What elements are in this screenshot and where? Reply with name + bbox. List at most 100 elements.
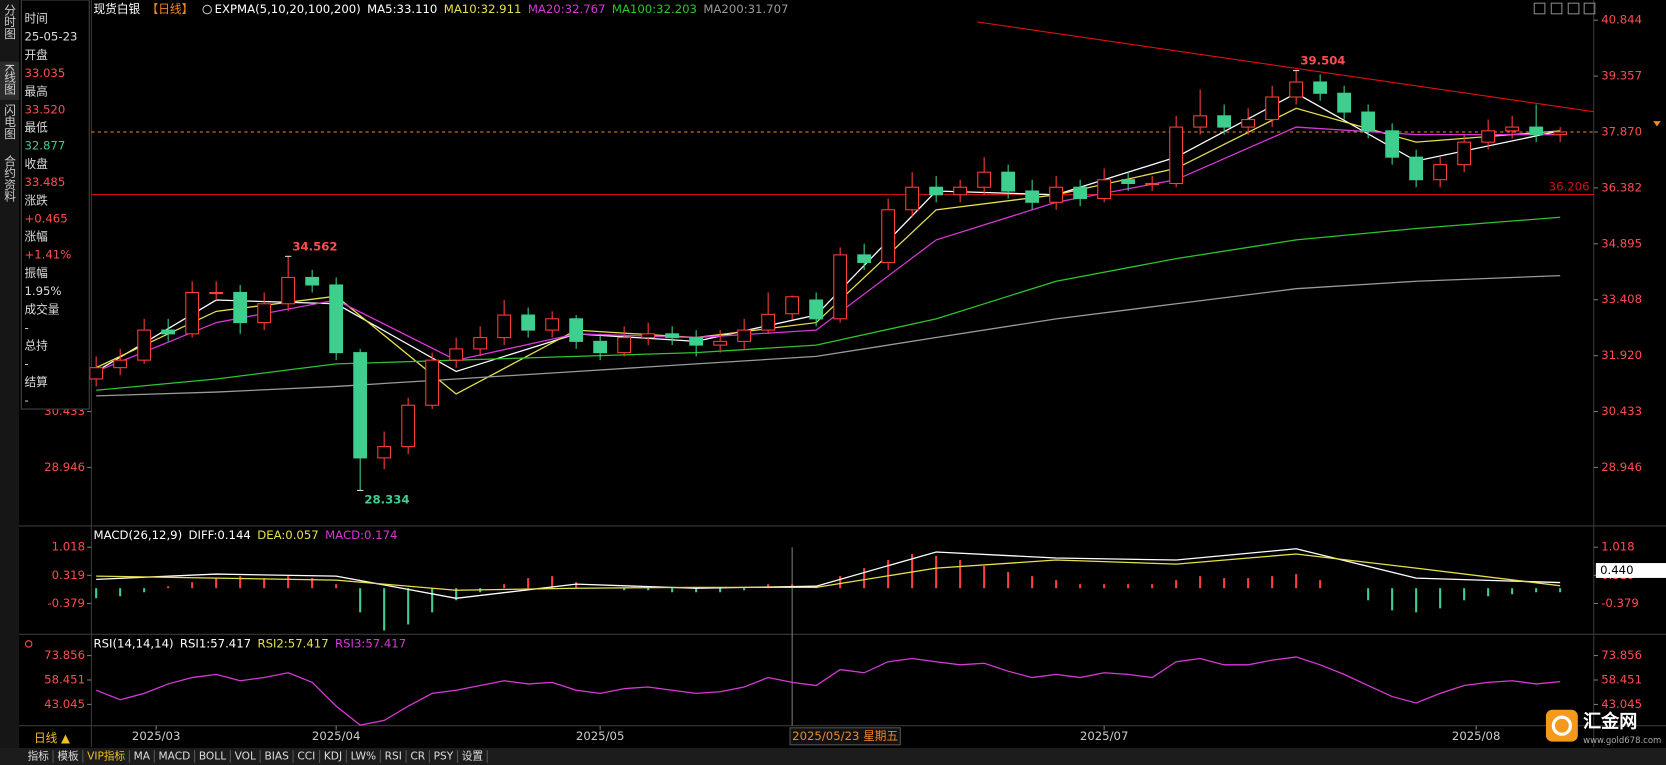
candle-body (1289, 81, 1304, 98)
crosshair-label: 2025/05/23 星期五 (792, 729, 898, 743)
x-tick-label: 2025/03 (132, 729, 181, 743)
candle-body (1457, 141, 1472, 166)
legend-label: MACD:0.174 (325, 528, 397, 542)
toolbar-item[interactable]: MACD (159, 750, 191, 763)
info-label: 最低 (24, 121, 48, 135)
window-icon[interactable] (1567, 2, 1580, 15)
side-tab[interactable]: 分时图 (3, 4, 17, 40)
logo-icon (1545, 709, 1578, 742)
legend-label: MACD(26,12,9) (94, 528, 183, 542)
info-value: +0.465 (24, 211, 67, 225)
macd-line (96, 548, 1561, 599)
side-strip (0, 0, 20, 765)
candle-body (473, 337, 488, 350)
candle-body (1121, 179, 1136, 185)
y-tick-label: 40.844 (1601, 13, 1642, 27)
side-tab[interactable]: 合约资料 (3, 154, 17, 202)
toolbar-item[interactable]: BOLL (199, 750, 226, 763)
legend-label: 【日线】 (147, 2, 194, 16)
legend-label: MA200:31.707 (703, 2, 788, 16)
legend-label: RSI2:57.417 (257, 636, 328, 650)
toolbar-item[interactable]: KDJ (324, 750, 342, 763)
annotation-label: 39.504 (1300, 53, 1345, 67)
annotation-label: 34.562 (292, 239, 337, 253)
period-button[interactable]: 日线 ▲ (34, 731, 70, 745)
candle-body (137, 329, 152, 361)
legend-label: 现货白银 (94, 2, 141, 16)
candle-body (1529, 126, 1544, 136)
candle-body (1145, 182, 1160, 186)
candle-body (857, 254, 872, 263)
current-value: 0.440 (1600, 563, 1633, 577)
candle-body (545, 318, 560, 331)
candle-body (185, 291, 200, 335)
y-tick-label: 28.946 (1601, 460, 1642, 474)
toolbar-item[interactable]: 指标 (28, 750, 50, 763)
candle-body (161, 329, 176, 335)
toolbar-item[interactable]: MA (134, 750, 151, 763)
window-icon[interactable] (1583, 2, 1596, 15)
info-panel: 时间 25-05-23 开盘 33.035 最高 33.520 最低 32.877 收盘 33.4… (20, 0, 90, 410)
y-tick-label: 73.856 (44, 648, 85, 662)
toolbar-item[interactable]: 设置 (462, 750, 484, 763)
candle-body (281, 276, 296, 305)
y-tick-label: 37.870 (1601, 124, 1642, 138)
info-value: +1.41% (24, 248, 71, 262)
candle-body (329, 284, 344, 354)
candle-body (809, 299, 824, 320)
logo-name: 汇金网 (1583, 711, 1637, 733)
y-tick-label: 36.382 (1601, 180, 1642, 194)
window-icon[interactable] (1533, 2, 1546, 15)
toolbar-item[interactable]: RSI (385, 750, 402, 763)
window-icon[interactable] (1550, 2, 1563, 15)
y-tick-label: -0.379 (1601, 596, 1639, 610)
legend-label: RSI(14,14,14) (94, 636, 174, 650)
candle-body (449, 348, 464, 361)
candle-body (1385, 130, 1400, 158)
info-label: 总持 (24, 339, 48, 353)
info-panel-bg (20, 0, 90, 410)
legend-label: MA5:33.110 (367, 2, 437, 16)
macd-line (96, 553, 1561, 591)
panel-icon[interactable] (24, 640, 33, 648)
legend-label: RSI3:57.417 (335, 636, 406, 650)
candle-body (113, 359, 128, 369)
candle-body (1433, 164, 1448, 181)
side-tab[interactable]: 闪电图 (3, 103, 17, 139)
add-indicator-icon[interactable] (202, 4, 212, 15)
y-tick-label: -0.379 (47, 596, 85, 610)
toolbar-item[interactable]: BIAS (264, 750, 289, 763)
legend-label: RSI1:57.417 (180, 636, 251, 650)
info-label: 开盘 (24, 48, 48, 62)
toolbar-item[interactable]: VIP指标 (87, 750, 125, 763)
y-tick-label: 43.045 (44, 697, 85, 711)
toolbar-item[interactable]: CCI (297, 750, 315, 763)
logo-url: www.gold678.com (1583, 736, 1661, 746)
candle-body (1097, 179, 1112, 200)
info-value: 1.95% (24, 284, 61, 298)
toolbar-item[interactable]: PSY (434, 750, 454, 763)
y-tick-label: 43.045 (1601, 697, 1642, 711)
toolbar-item[interactable]: LW% (351, 750, 377, 763)
candle-body (1169, 126, 1184, 185)
candle-body (521, 314, 536, 331)
info-value: 25-05-23 (24, 30, 77, 44)
toolbar-item[interactable]: 模板 (57, 750, 79, 763)
candle-body (1073, 186, 1088, 200)
ma-line (96, 216, 1561, 391)
legend-label: DIFF:0.144 (189, 528, 251, 542)
y-tick-label: 58.451 (1601, 672, 1642, 686)
candle-body (425, 359, 440, 406)
candle-body (617, 337, 632, 354)
candle-body (905, 186, 920, 211)
candle-body (977, 171, 992, 188)
candle-body (665, 333, 680, 339)
x-tick-label: 2025/04 (312, 729, 361, 743)
y-tick-label: 28.946 (44, 460, 85, 474)
side-tab[interactable]: K线图 (3, 64, 17, 96)
candle-body (1361, 111, 1376, 132)
toolbar-item[interactable]: CR (410, 750, 425, 763)
toolbar-item[interactable]: VOL (235, 750, 256, 763)
legend-label: MA10:32.911 (444, 2, 522, 16)
toolbar-bg (0, 748, 1666, 765)
